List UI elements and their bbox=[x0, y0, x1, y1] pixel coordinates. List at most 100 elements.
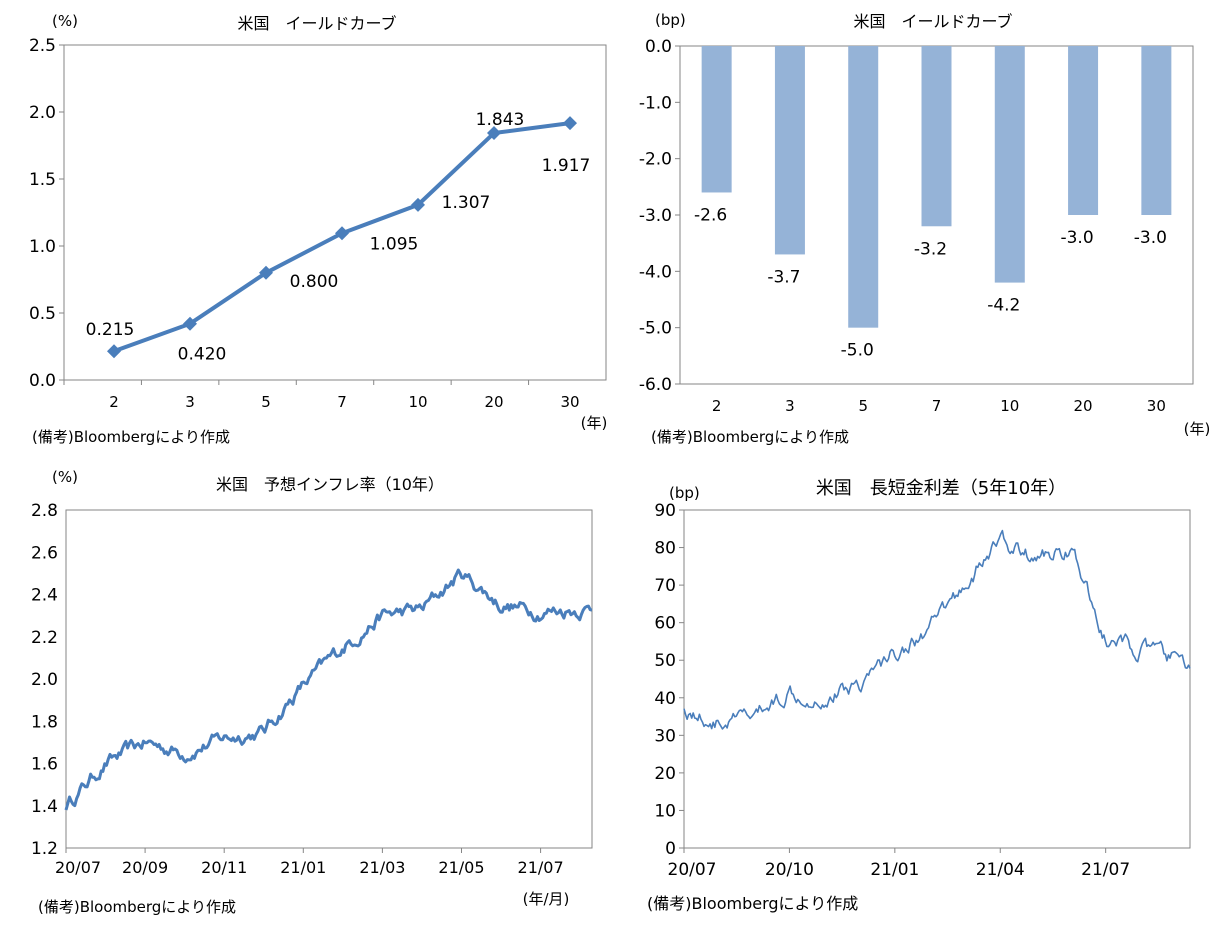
x-tick-label: 20 bbox=[484, 393, 503, 411]
x-tick-label: 20/11 bbox=[201, 858, 247, 877]
y-tick-label: 50 bbox=[654, 651, 676, 671]
y-tick-label: -4.0 bbox=[639, 262, 672, 282]
data-label: 1.917 bbox=[542, 156, 591, 176]
data-label: -3.2 bbox=[914, 239, 947, 259]
y-tick-label: 0.0 bbox=[645, 37, 672, 57]
yield-change-bar-panel: 米国 イールドカーブ (bp) (年) 0.0 -1.0 -2.0 -3.0 -4.0 -… bbox=[611, 0, 1222, 462]
data-point bbox=[411, 197, 425, 212]
bar bbox=[1141, 46, 1172, 215]
inflation-expectation-panel: 米国 予想インフレ率（10年） (%) (年/月) 2.8 2.6 2.4 2.2 2.… bbox=[0, 462, 611, 924]
y-tick-label: 10 bbox=[654, 801, 676, 821]
y-tick-label: -2.0 bbox=[639, 150, 672, 170]
data-label: 0.215 bbox=[86, 320, 135, 340]
y-tick-label: 30 bbox=[654, 726, 676, 746]
x-tick-label: 10 bbox=[408, 393, 427, 411]
x-tick-label: 7 bbox=[932, 397, 942, 415]
y-tick-label: 70 bbox=[654, 576, 676, 596]
x-tick-label: 21/01 bbox=[280, 858, 326, 877]
y-tick-label: 2.6 bbox=[31, 543, 58, 563]
y-tick-label: 2.8 bbox=[31, 501, 58, 521]
bar bbox=[848, 46, 879, 328]
x-tick-label: 3 bbox=[785, 397, 795, 415]
y-tick-label: -6.0 bbox=[639, 375, 672, 395]
x-tick-label: 21/07 bbox=[518, 858, 564, 877]
x-tick-label: 21/07 bbox=[1081, 860, 1130, 880]
x-tick-label: 3 bbox=[185, 393, 195, 411]
y-tick-label: 1.2 bbox=[31, 839, 58, 859]
y-tick-label: 2.4 bbox=[31, 586, 58, 606]
source-note: (備考)Bloombergにより作成 bbox=[647, 894, 859, 913]
y-tick-label: 1.6 bbox=[31, 755, 58, 775]
data-label: 1.307 bbox=[442, 193, 491, 213]
data-label: 0.800 bbox=[290, 272, 339, 292]
x-tick-label: 30 bbox=[560, 393, 579, 411]
y-axis-unit: (bp) bbox=[669, 484, 700, 502]
y-axis-unit: (%) bbox=[52, 468, 78, 486]
x-tick-label: 21/01 bbox=[870, 860, 919, 880]
y-tick-label: 80 bbox=[654, 539, 676, 559]
x-tick-label: 2 bbox=[712, 397, 722, 415]
yield-change-bar-chart: 米国 イールドカーブ (bp) (年) 0.0 -1.0 -2.0 -3.0 -4.0 -… bbox=[639, 11, 1211, 438]
yield-curve-line-panel: 米国 イールドカーブ (%) (年) 0.0 0.5 1.0 1.5 2.0 2.5 2 3 5… bbox=[0, 0, 611, 462]
x-tick-label: 20/10 bbox=[765, 860, 814, 880]
x-tick-label: 21/04 bbox=[976, 860, 1025, 880]
x-tick-label: 30 bbox=[1147, 397, 1166, 415]
y-tick-label: -3.0 bbox=[639, 206, 672, 226]
x-tick-label: 21/05 bbox=[438, 858, 484, 877]
chart-title: 米国 長短金利差（5年10年） bbox=[816, 478, 1066, 499]
y-tick-label: 1.0 bbox=[29, 237, 56, 257]
source-note: (備考)Bloombergにより作成 bbox=[38, 898, 237, 916]
data-point bbox=[563, 116, 577, 131]
x-tick-label: 20/07 bbox=[55, 858, 101, 877]
y-tick-label: 2.2 bbox=[31, 628, 58, 648]
x-tick-label: 5 bbox=[858, 397, 868, 415]
y-tick-label: -5.0 bbox=[639, 319, 672, 339]
y-tick-label: 90 bbox=[654, 501, 676, 521]
bar bbox=[774, 46, 805, 255]
y-axis-unit: (bp) bbox=[655, 11, 686, 29]
term-spread-chart: 米国 長短金利差（5年10年） (bp) 90 80 70 60 50 40 30 20 10 0… bbox=[654, 478, 1191, 880]
chart-title: 米国 イールドカーブ bbox=[853, 12, 1012, 31]
series-line bbox=[683, 529, 1191, 730]
data-label: -2.6 bbox=[694, 205, 727, 225]
plot-area bbox=[65, 509, 593, 849]
data-label: 0.420 bbox=[178, 345, 227, 365]
inflation-expectation-chart: 米国 予想インフレ率（10年） (%) (年/月) 2.8 2.6 2.4 2.2 2.… bbox=[31, 468, 593, 908]
data-label: 1.095 bbox=[370, 234, 419, 254]
chart-title: 米国 イールドカーブ bbox=[237, 14, 396, 33]
data-point bbox=[183, 316, 197, 331]
plot-area bbox=[63, 44, 607, 381]
term-spread-panel: 米国 長短金利差（5年10年） (bp) 90 80 70 60 50 40 30 20 10 0… bbox=[611, 462, 1222, 924]
x-axis-unit: (年) bbox=[1184, 420, 1211, 438]
x-tick-label: 2 bbox=[109, 393, 119, 411]
bar bbox=[921, 46, 952, 227]
y-tick-label: 0 bbox=[665, 839, 676, 859]
data-point bbox=[487, 126, 501, 141]
y-tick-label: 1.8 bbox=[31, 712, 58, 732]
y-tick-label: 60 bbox=[654, 614, 676, 634]
y-tick-label: 40 bbox=[654, 689, 676, 709]
bar bbox=[1068, 46, 1099, 215]
data-label: -3.7 bbox=[767, 267, 800, 287]
x-axis-unit: (年) bbox=[581, 414, 608, 432]
x-tick-label: 20 bbox=[1074, 397, 1093, 415]
x-axis-unit: (年/月) bbox=[523, 890, 570, 908]
bar bbox=[994, 46, 1025, 283]
x-tick-label: 5 bbox=[261, 393, 271, 411]
y-tick-label: 2.0 bbox=[29, 103, 56, 123]
y-tick-label: 20 bbox=[654, 764, 676, 784]
source-note: (備考)Bloombergにより作成 bbox=[651, 428, 850, 446]
bar bbox=[701, 46, 732, 193]
data-label: -4.2 bbox=[987, 296, 1020, 316]
x-tick-label: 7 bbox=[337, 393, 347, 411]
y-tick-label: 1.4 bbox=[31, 797, 58, 817]
series-line bbox=[64, 568, 593, 811]
source-note: (備考)Bloombergにより作成 bbox=[32, 428, 231, 446]
x-tick-label: 20/09 bbox=[122, 858, 168, 877]
data-label: 1.843 bbox=[476, 110, 525, 130]
data-point bbox=[335, 226, 349, 241]
x-tick-label: 10 bbox=[1000, 397, 1019, 415]
data-label: -3.0 bbox=[1134, 228, 1167, 248]
y-tick-label: 2.5 bbox=[29, 36, 56, 56]
plot-area bbox=[683, 509, 1191, 849]
